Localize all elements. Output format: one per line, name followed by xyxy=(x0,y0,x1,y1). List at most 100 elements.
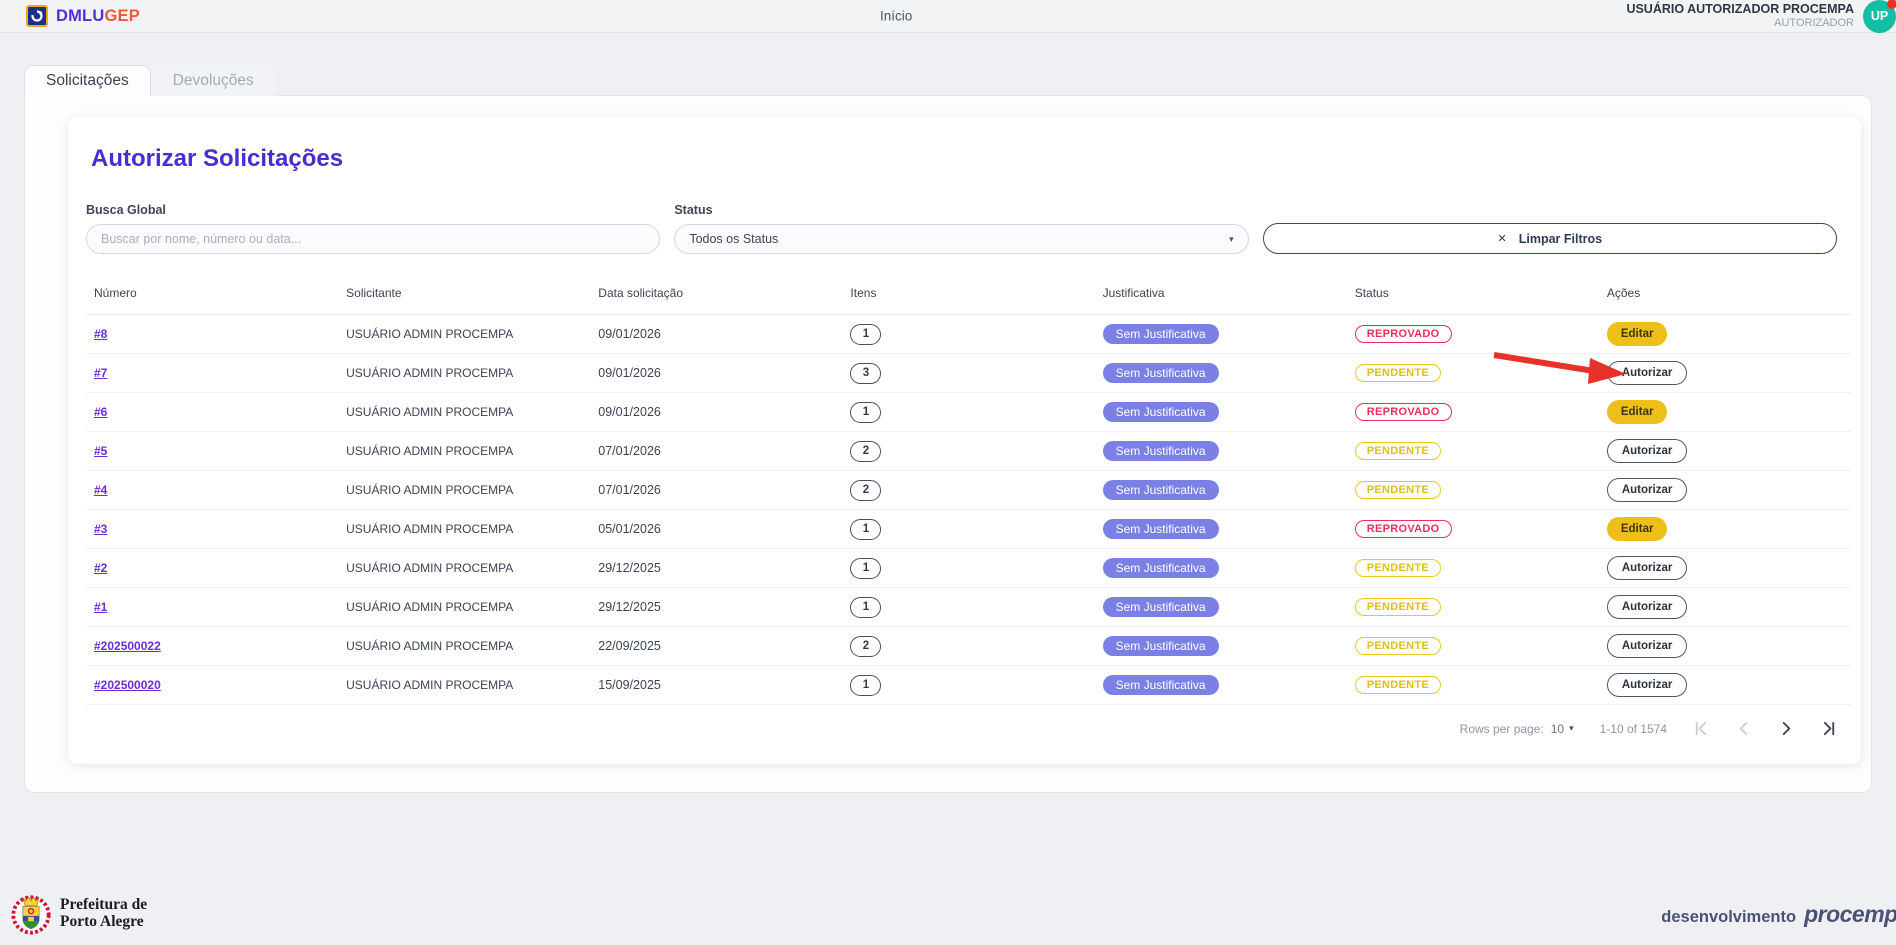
solicitacao-link[interactable]: #3 xyxy=(94,522,108,536)
prefeitura-line1: Prefeitura de xyxy=(60,896,148,914)
footer: Prefeitura de Porto Alegre desenvolvimen… xyxy=(10,889,1896,939)
global-search-group: Busca Global xyxy=(86,203,661,254)
tab-panel: Autorizar Solicitações Busca Global Stat… xyxy=(24,95,1872,793)
clear-filters-label: Limpar Filtros xyxy=(1518,231,1603,246)
data-cell: 07/01/2026 xyxy=(598,483,661,497)
data-cell: 07/01/2026 xyxy=(598,444,661,458)
data-cell: 15/09/2025 xyxy=(598,678,661,692)
justificativa-badge: Sem Justificativa xyxy=(1102,558,1219,578)
status-badge: PENDENTE xyxy=(1354,637,1442,655)
clear-filters-group: ✕ Limpar Filtros xyxy=(1262,203,1837,254)
justificativa-badge: Sem Justificativa xyxy=(1102,675,1219,695)
autorizar-button[interactable]: Autorizar xyxy=(1606,634,1688,658)
status-select[interactable]: Todos os Status ▾ xyxy=(674,224,1249,254)
brand-primary: DMLU xyxy=(56,6,105,25)
solicitacao-link[interactable]: #1 xyxy=(94,600,108,614)
solicitante-cell: USUÁRIO ADMIN PROCEMPA xyxy=(346,522,514,536)
table-row: #2 USUÁRIO ADMIN PROCEMPA 29/12/2025 1 S… xyxy=(86,549,1851,588)
solicitacao-link[interactable]: #7 xyxy=(94,366,108,380)
table-row: #5 USUÁRIO ADMIN PROCEMPA 07/01/2026 2 S… xyxy=(86,432,1851,471)
editar-button[interactable]: Editar xyxy=(1606,322,1668,346)
procempa-logo: procempa xyxy=(1804,900,1896,927)
pagination: Rows per page: 10 ▾ 1-10 of 1574 xyxy=(86,705,1851,736)
next-page-icon[interactable] xyxy=(1779,721,1794,736)
justificativa-badge: Sem Justificativa xyxy=(1102,324,1219,344)
solicitante-cell: USUÁRIO ADMIN PROCEMPA xyxy=(346,327,514,341)
autorizar-button[interactable]: Autorizar xyxy=(1606,478,1688,502)
filters-bar: Busca Global Status Todos os Status ▾ ✕ … xyxy=(86,203,1851,254)
rows-per-page: Rows per page: 10 ▾ xyxy=(1460,722,1574,736)
justificativa-badge: Sem Justificativa xyxy=(1102,636,1219,656)
previous-page-icon[interactable] xyxy=(1736,721,1751,736)
clear-filters-button[interactable]: ✕ Limpar Filtros xyxy=(1262,223,1837,254)
editar-button[interactable]: Editar xyxy=(1606,517,1668,541)
autorizar-button[interactable]: Autorizar xyxy=(1606,673,1688,697)
prefeitura-logo: Prefeitura de Porto Alegre xyxy=(10,889,147,939)
user-block[interactable]: USUÁRIO AUTORIZADOR PROCEMPA AUTORIZADOR… xyxy=(1626,0,1896,33)
justificativa-badge: Sem Justificativa xyxy=(1102,441,1219,461)
justificativa-badge: Sem Justificativa xyxy=(1102,363,1219,383)
data-cell: 09/01/2026 xyxy=(598,327,661,341)
solicitante-cell: USUÁRIO ADMIN PROCEMPA xyxy=(346,444,514,458)
pager-icons xyxy=(1693,721,1837,736)
justificativa-badge: Sem Justificativa xyxy=(1102,480,1219,500)
solicitacao-link[interactable]: #202500022 xyxy=(94,639,161,653)
col-status: Status xyxy=(1354,286,1389,300)
brand-text: DMLUGEP xyxy=(56,7,140,26)
last-page-icon[interactable] xyxy=(1822,721,1837,736)
user-role: AUTORIZADOR xyxy=(1774,16,1854,29)
nav-inicio-link[interactable]: Início xyxy=(880,8,913,24)
autorizar-button[interactable]: Autorizar xyxy=(1606,595,1688,619)
data-cell: 09/01/2026 xyxy=(598,405,661,419)
solicitacao-link[interactable]: #5 xyxy=(94,444,108,458)
chevron-down-icon: ▾ xyxy=(1569,723,1574,733)
status-badge: REPROVADO xyxy=(1354,520,1452,538)
prefeitura-line2: Porto Alegre xyxy=(60,913,144,930)
content-card: Autorizar Solicitações Busca Global Stat… xyxy=(68,117,1861,764)
prefeitura-text: Prefeitura de Porto Alegre xyxy=(60,897,147,930)
status-badge: PENDENTE xyxy=(1354,364,1442,382)
solicitacao-link[interactable]: #8 xyxy=(94,327,108,341)
status-badge: PENDENTE xyxy=(1354,559,1442,577)
user-names: USUÁRIO AUTORIZADOR PROCEMPA AUTORIZADOR xyxy=(1626,2,1854,29)
brand-secondary: GEP xyxy=(104,6,140,25)
autorizar-button[interactable]: Autorizar xyxy=(1606,439,1688,463)
avatar[interactable]: UP xyxy=(1863,0,1896,33)
first-page-icon[interactable] xyxy=(1693,721,1708,736)
justificativa-badge: Sem Justificativa xyxy=(1102,519,1219,539)
itens-badge: 1 xyxy=(850,323,882,345)
editar-button[interactable]: Editar xyxy=(1606,400,1668,424)
solicitante-cell: USUÁRIO ADMIN PROCEMPA xyxy=(346,483,514,497)
itens-badge: 2 xyxy=(850,479,882,501)
avatar-initials: UP xyxy=(1870,9,1889,23)
autorizar-button[interactable]: Autorizar xyxy=(1606,361,1688,385)
itens-badge: 1 xyxy=(850,557,882,579)
tab-devolucoes[interactable]: Devoluções xyxy=(150,65,276,96)
status-badge: REPROVADO xyxy=(1354,325,1452,343)
app-logo[interactable]: DMLUGEP xyxy=(26,5,140,27)
status-badge: PENDENTE xyxy=(1354,598,1442,616)
top-bar: DMLUGEP Início USUÁRIO AUTORIZADOR PROCE… xyxy=(0,0,1896,33)
solicitacao-link[interactable]: #4 xyxy=(94,483,108,497)
autorizar-button[interactable]: Autorizar xyxy=(1606,556,1688,580)
solicitacao-link[interactable]: #202500020 xyxy=(94,678,161,692)
search-input[interactable] xyxy=(86,224,661,254)
data-cell: 05/01/2026 xyxy=(598,522,661,536)
col-numero: Número xyxy=(94,286,137,300)
table-row: #202500022 USUÁRIO ADMIN PROCEMPA 22/09/… xyxy=(86,627,1851,666)
user-name: USUÁRIO AUTORIZADOR PROCEMPA xyxy=(1626,2,1854,17)
tabs-row: Solicitações Devoluções xyxy=(24,65,1896,96)
status-badge: PENDENTE xyxy=(1354,481,1442,499)
solicitacao-link[interactable]: #2 xyxy=(94,561,108,575)
col-solicitante: Solicitante xyxy=(346,286,402,300)
solicitacao-link[interactable]: #6 xyxy=(94,405,108,419)
justificativa-badge: Sem Justificativa xyxy=(1102,597,1219,617)
col-data: Data solicitação xyxy=(598,286,683,300)
table-row: #6 USUÁRIO ADMIN PROCEMPA 09/01/2026 1 S… xyxy=(86,393,1851,432)
rows-per-page-select[interactable]: 10 ▾ xyxy=(1551,722,1574,736)
tab-solicitacoes[interactable]: Solicitações xyxy=(24,65,151,96)
status-badge: PENDENTE xyxy=(1354,676,1442,694)
itens-badge: 1 xyxy=(850,401,882,423)
solicitante-cell: USUÁRIO ADMIN PROCEMPA xyxy=(346,600,514,614)
col-itens: Itens xyxy=(850,286,877,300)
